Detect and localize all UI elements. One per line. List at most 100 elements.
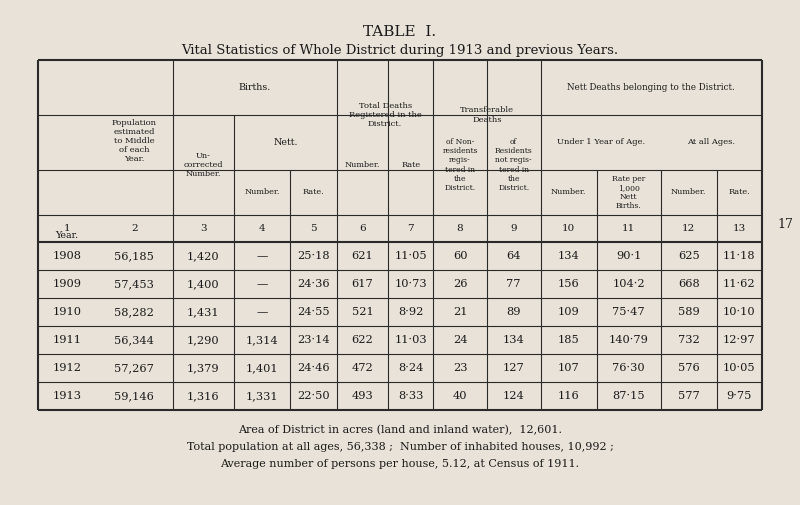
Text: 1,331: 1,331 bbox=[246, 391, 278, 401]
Text: Un-
corrected
Number.: Un- corrected Number. bbox=[183, 152, 223, 178]
Text: 577: 577 bbox=[678, 391, 700, 401]
Text: 576: 576 bbox=[678, 363, 700, 373]
Text: 8·92: 8·92 bbox=[398, 307, 423, 317]
Text: 732: 732 bbox=[678, 335, 700, 345]
Text: Number.: Number. bbox=[345, 161, 380, 169]
Text: Nett Deaths belonging to the District.: Nett Deaths belonging to the District. bbox=[567, 83, 735, 92]
Text: 24·55: 24·55 bbox=[298, 307, 330, 317]
Text: —: — bbox=[256, 307, 268, 317]
Text: 1,290: 1,290 bbox=[187, 335, 219, 345]
Text: 1909: 1909 bbox=[53, 279, 82, 289]
Text: 5: 5 bbox=[310, 224, 317, 233]
Text: Number.: Number. bbox=[244, 188, 280, 196]
Text: 156: 156 bbox=[558, 279, 579, 289]
Text: 60: 60 bbox=[453, 251, 467, 261]
Text: 11·03: 11·03 bbox=[394, 335, 427, 345]
Text: 64: 64 bbox=[506, 251, 521, 261]
Text: 622: 622 bbox=[352, 335, 374, 345]
Text: 493: 493 bbox=[352, 391, 374, 401]
Text: 26: 26 bbox=[453, 279, 467, 289]
Text: 127: 127 bbox=[503, 363, 525, 373]
Text: Area of District in acres (land and inland water),  12,601.: Area of District in acres (land and inla… bbox=[238, 425, 562, 435]
Text: 134: 134 bbox=[558, 251, 579, 261]
Text: 668: 668 bbox=[678, 279, 700, 289]
Text: 10·73: 10·73 bbox=[394, 279, 427, 289]
Text: 24: 24 bbox=[453, 335, 467, 345]
Text: 621: 621 bbox=[352, 251, 374, 261]
Text: 10: 10 bbox=[562, 224, 575, 233]
Text: 23·14: 23·14 bbox=[298, 335, 330, 345]
Text: Rate per
1,000
Nett
Births.: Rate per 1,000 Nett Births. bbox=[612, 175, 646, 210]
Text: 1910: 1910 bbox=[53, 307, 82, 317]
Text: 107: 107 bbox=[558, 363, 579, 373]
Text: 57,453: 57,453 bbox=[114, 279, 154, 289]
Text: 57,267: 57,267 bbox=[114, 363, 154, 373]
Text: 104·2: 104·2 bbox=[612, 279, 645, 289]
Text: Rate: Rate bbox=[401, 161, 420, 169]
Text: 140·79: 140·79 bbox=[609, 335, 649, 345]
Text: 75·47: 75·47 bbox=[612, 307, 645, 317]
Text: TABLE  I.: TABLE I. bbox=[363, 25, 437, 39]
Text: Population
estimated
to Middle
of each
Year.: Population estimated to Middle of each Y… bbox=[112, 119, 157, 164]
Text: 589: 589 bbox=[678, 307, 700, 317]
Text: 109: 109 bbox=[558, 307, 579, 317]
Text: 617: 617 bbox=[352, 279, 374, 289]
Text: 1,401: 1,401 bbox=[246, 363, 278, 373]
Text: of Non-
residents
regis-
tered in
the
District.: of Non- residents regis- tered in the Di… bbox=[442, 138, 478, 192]
Text: 12: 12 bbox=[682, 224, 695, 233]
Text: 3: 3 bbox=[200, 224, 206, 233]
Text: Number.: Number. bbox=[671, 188, 706, 196]
Text: —: — bbox=[256, 251, 268, 261]
Text: 1,314: 1,314 bbox=[246, 335, 278, 345]
Text: 8: 8 bbox=[457, 224, 463, 233]
Text: 24·36: 24·36 bbox=[298, 279, 330, 289]
Text: 12·97: 12·97 bbox=[723, 335, 756, 345]
Text: 7: 7 bbox=[407, 224, 414, 233]
Text: 58,282: 58,282 bbox=[114, 307, 154, 317]
Text: 2: 2 bbox=[131, 224, 138, 233]
Text: 25·18: 25·18 bbox=[298, 251, 330, 261]
Text: 4: 4 bbox=[258, 224, 266, 233]
Text: of
Residents
not regis-
tered in
the
District.: of Residents not regis- tered in the Dis… bbox=[495, 138, 533, 192]
Text: 1911: 1911 bbox=[53, 335, 82, 345]
Text: Transferable
Deaths: Transferable Deaths bbox=[460, 107, 514, 124]
Text: 87·15: 87·15 bbox=[612, 391, 645, 401]
Text: 1,379: 1,379 bbox=[187, 363, 219, 373]
Text: 11: 11 bbox=[622, 224, 635, 233]
Text: 10·10: 10·10 bbox=[723, 307, 756, 317]
Text: 8·33: 8·33 bbox=[398, 391, 423, 401]
Text: 625: 625 bbox=[678, 251, 700, 261]
Text: At all Ages.: At all Ages. bbox=[687, 138, 735, 146]
Text: 134: 134 bbox=[503, 335, 525, 345]
Text: 59,146: 59,146 bbox=[114, 391, 154, 401]
Text: 185: 185 bbox=[558, 335, 579, 345]
Text: 9·75: 9·75 bbox=[726, 391, 752, 401]
Text: 1: 1 bbox=[64, 224, 70, 233]
Text: 1,420: 1,420 bbox=[187, 251, 219, 261]
Text: Rate.: Rate. bbox=[729, 188, 750, 196]
Text: 1913: 1913 bbox=[53, 391, 82, 401]
Text: 8·24: 8·24 bbox=[398, 363, 423, 373]
Text: 77: 77 bbox=[506, 279, 521, 289]
Text: —: — bbox=[256, 279, 268, 289]
Text: Year.: Year. bbox=[55, 230, 78, 239]
Text: 116: 116 bbox=[558, 391, 579, 401]
Text: Rate.: Rate. bbox=[302, 188, 325, 196]
Text: Under 1 Year of Age.: Under 1 Year of Age. bbox=[557, 138, 645, 146]
Text: Number.: Number. bbox=[551, 188, 586, 196]
Text: Vital Statistics of Whole District during 1913 and previous Years.: Vital Statistics of Whole District durin… bbox=[182, 44, 618, 57]
Text: 1912: 1912 bbox=[53, 363, 82, 373]
Text: Total Deaths
Registered in the
District.: Total Deaths Registered in the District. bbox=[349, 102, 422, 128]
Text: 89: 89 bbox=[506, 307, 521, 317]
Text: 22·50: 22·50 bbox=[298, 391, 330, 401]
Text: 21: 21 bbox=[453, 307, 467, 317]
Text: 23: 23 bbox=[453, 363, 467, 373]
Text: 6: 6 bbox=[359, 224, 366, 233]
Text: 24·46: 24·46 bbox=[298, 363, 330, 373]
Text: Total population at all ages, 56,338 ;  Number of inhabited houses, 10,992 ;: Total population at all ages, 56,338 ; N… bbox=[186, 442, 614, 452]
Text: 13: 13 bbox=[733, 224, 746, 233]
Text: 1908: 1908 bbox=[53, 251, 82, 261]
Text: 1,400: 1,400 bbox=[187, 279, 219, 289]
Text: Average number of persons per house, 5.12, at Census of 1911.: Average number of persons per house, 5.1… bbox=[221, 459, 579, 469]
Text: 11·18: 11·18 bbox=[723, 251, 756, 261]
